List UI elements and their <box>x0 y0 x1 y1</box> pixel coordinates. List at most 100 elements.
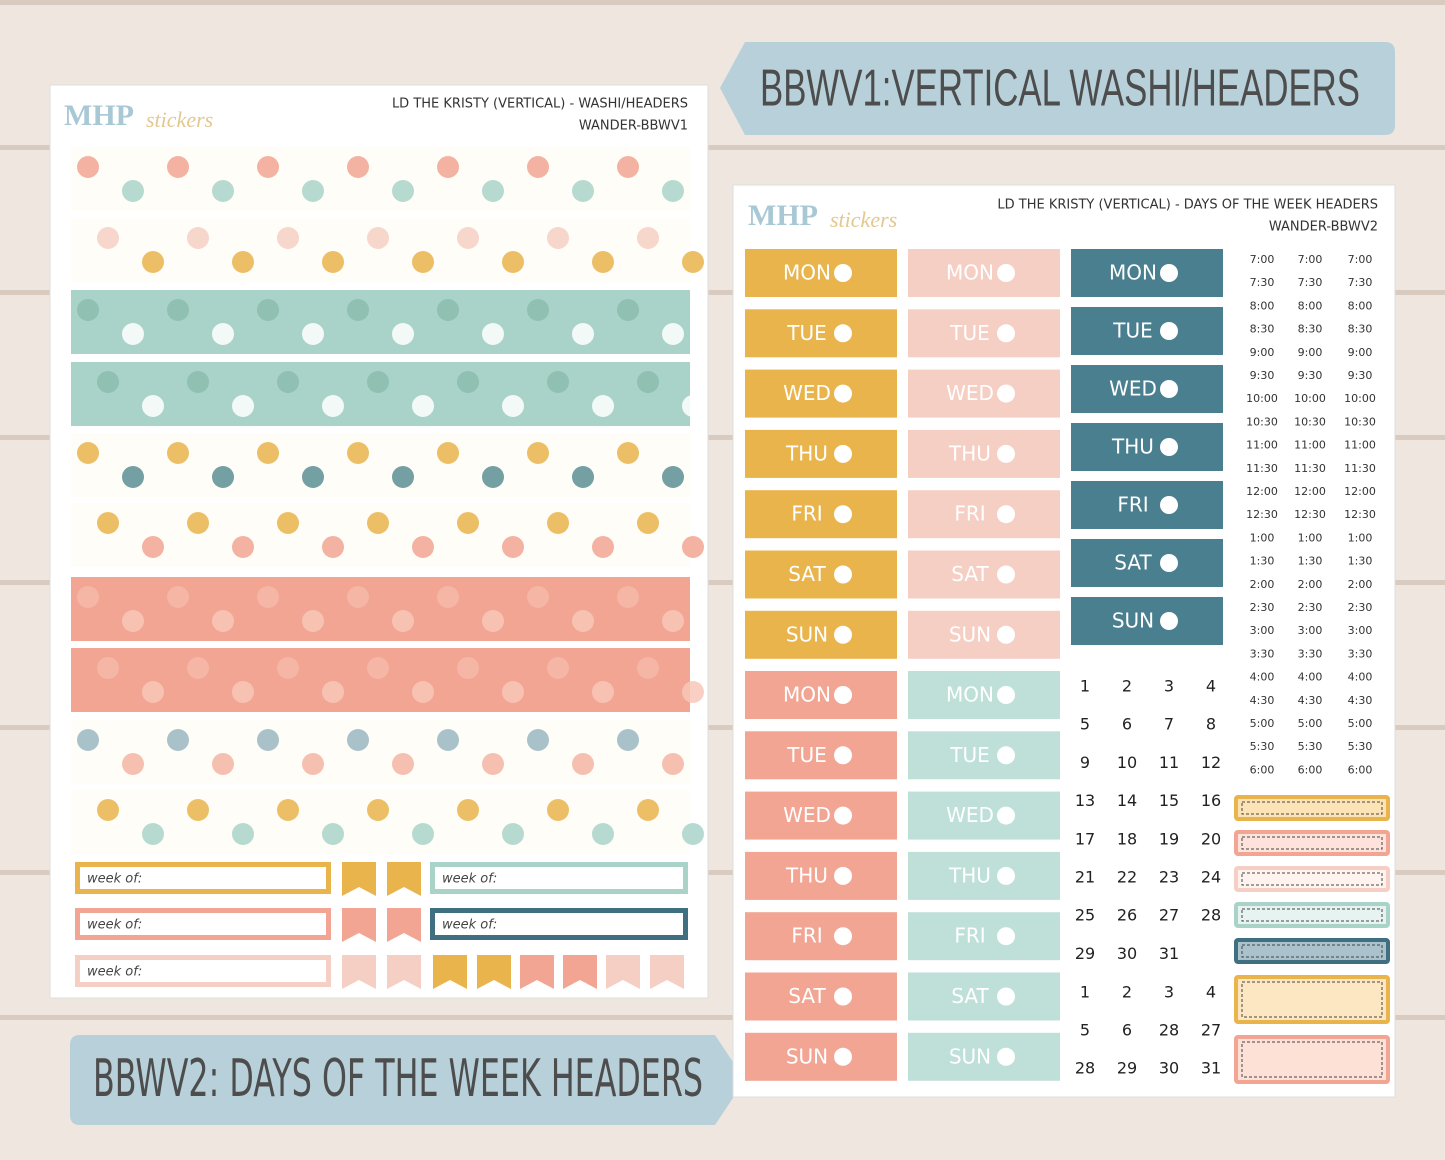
washi-pattern <box>457 512 479 534</box>
date-label: 13 <box>1075 791 1095 810</box>
time-label: 1:00 <box>1348 531 1373 544</box>
top-banner <box>720 42 1395 135</box>
time-label: 7:30 <box>1348 276 1373 289</box>
box-sticker <box>1234 938 1390 964</box>
day-header <box>908 1032 1060 1081</box>
day-label: THU <box>1111 435 1154 459</box>
day-header <box>1071 423 1223 471</box>
time-label: 9:30 <box>1298 369 1323 382</box>
logo-brand: MHP <box>64 99 134 132</box>
date-label: 1 <box>1080 677 1090 696</box>
day-label: WED <box>783 381 831 405</box>
time-label: 9:00 <box>1298 346 1323 359</box>
washi-pattern <box>142 681 164 703</box>
day-label: MON <box>946 261 994 285</box>
plank-line <box>0 725 1445 730</box>
day-header <box>745 791 897 840</box>
date-label: 30 <box>1159 1059 1179 1078</box>
day-header <box>1071 307 1223 355</box>
time-label: 1:30 <box>1348 555 1373 568</box>
day-header <box>745 1032 897 1081</box>
washi-pattern <box>457 371 479 393</box>
box-sticker <box>1234 795 1390 821</box>
washi-pattern <box>97 657 119 679</box>
washi-pattern <box>527 442 549 464</box>
day-label: WED <box>946 803 994 827</box>
time-label: 11:00 <box>1344 439 1376 452</box>
day-header <box>745 851 897 900</box>
date-label: 31 <box>1201 1059 1221 1078</box>
washi-pattern <box>367 799 389 821</box>
washi-pattern <box>392 610 414 632</box>
bottom-banner <box>70 1035 745 1125</box>
washi-pattern <box>77 729 99 751</box>
washi-pattern <box>637 657 659 679</box>
time-label: 12:00 <box>1344 485 1376 498</box>
day-dot <box>834 1047 852 1066</box>
washi-pattern <box>457 657 479 679</box>
day-dot <box>1160 380 1178 398</box>
day-label: SUN <box>786 622 828 646</box>
box-stitch <box>1241 944 1383 958</box>
washi-pattern <box>547 657 569 679</box>
day-label: SAT <box>1114 551 1152 575</box>
day-header <box>908 731 1060 780</box>
time-label: 12:00 <box>1294 485 1326 498</box>
day-dot <box>834 686 852 704</box>
banner-text: BBWV2: DAYS OF THE WEEK HEADERS <box>93 1049 703 1109</box>
day-label: MON <box>946 683 994 707</box>
washi-pattern <box>412 395 434 417</box>
day-dot <box>834 264 852 282</box>
washi-pattern <box>392 466 414 488</box>
washi-pattern <box>437 156 459 178</box>
day-label: TUE <box>949 321 990 345</box>
washi-pattern <box>592 395 614 417</box>
washi-pattern <box>277 512 299 534</box>
time-label: 3:00 <box>1348 624 1373 637</box>
time-label: 7:30 <box>1298 276 1323 289</box>
flag-sticker <box>342 862 376 896</box>
day-label: THU <box>948 863 991 887</box>
day-header <box>1071 539 1223 587</box>
washi-pattern <box>412 536 434 558</box>
day-dot <box>997 625 1015 644</box>
washi-pattern <box>482 466 504 488</box>
date-label: 26 <box>1117 906 1137 925</box>
box-sticker <box>1234 866 1390 892</box>
time-label: 10:30 <box>1294 415 1326 428</box>
time-label: 12:30 <box>1246 508 1278 521</box>
time-label: 8:00 <box>1250 299 1275 312</box>
washi-strip <box>71 433 690 497</box>
plank-line <box>0 145 1445 150</box>
day-label: SUN <box>949 622 991 646</box>
day-dot <box>834 987 852 1006</box>
time-label: 2:30 <box>1348 601 1373 614</box>
washi-pattern <box>392 180 414 202</box>
day-header <box>908 249 1060 297</box>
day-header <box>745 610 897 659</box>
day-header <box>908 550 1060 599</box>
washi-pattern <box>547 371 569 393</box>
time-label: 5:30 <box>1250 740 1275 753</box>
washi-pattern <box>232 251 254 273</box>
washi-pattern <box>257 156 279 178</box>
washi-pattern <box>322 681 344 703</box>
time-label: 8:30 <box>1250 323 1275 336</box>
plank-line <box>0 1015 1445 1020</box>
washi-pattern <box>527 156 549 178</box>
time-label: 7:30 <box>1250 276 1275 289</box>
washi-pattern <box>77 156 99 178</box>
washi-pattern <box>347 586 369 608</box>
flag-sticker <box>477 955 511 989</box>
washi-pattern <box>77 299 99 321</box>
date-label: 23 <box>1159 868 1179 887</box>
day-header <box>908 671 1060 719</box>
time-label: 8:00 <box>1298 299 1323 312</box>
time-label: 10:00 <box>1294 392 1326 405</box>
washi-pattern <box>547 799 569 821</box>
box-sticker <box>1234 830 1390 856</box>
day-header <box>908 912 1060 961</box>
washi-pattern <box>142 536 164 558</box>
day-dot <box>1160 496 1178 514</box>
flag-sticker <box>387 862 421 896</box>
